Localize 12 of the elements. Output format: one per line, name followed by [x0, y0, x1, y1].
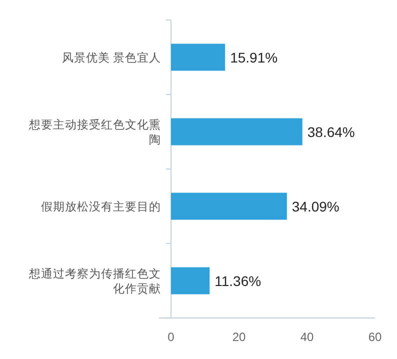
x-tick-label: 60 [368, 330, 382, 344]
x-tick-label: 20 [232, 330, 246, 344]
data-label: 38.64% [307, 124, 355, 140]
data-label: 15.91% [230, 49, 278, 66]
category-label: 假期放松没有主要目的 [41, 201, 161, 214]
x-tick-label: 0 [168, 330, 174, 344]
x-tick-label: 40 [300, 330, 314, 344]
category-label: 风景优美 景色宜人 [62, 52, 161, 64]
data-label: 34.09% [292, 198, 340, 214]
category-label: 想通过考察为传播红色文化作贡献 [29, 268, 161, 296]
category-label: 想要主动接受红色文化熏陶 [29, 119, 161, 146]
data-label: 11.36% [214, 272, 262, 289]
